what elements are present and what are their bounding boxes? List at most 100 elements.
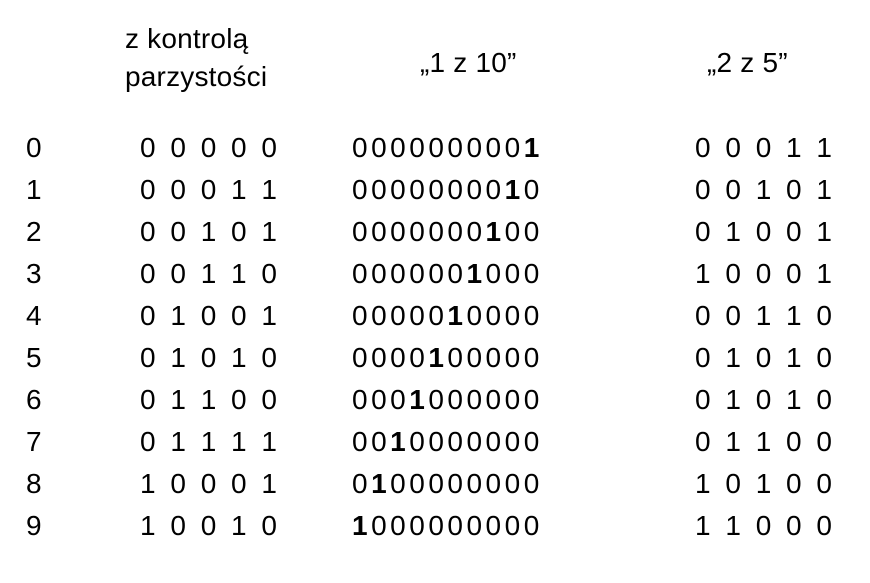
two-of-five-code: 0 0 0 1 1: [695, 132, 836, 163]
digit-label: 2: [26, 216, 42, 247]
cold-bit: 0: [504, 342, 524, 373]
cold-bit: 0: [447, 510, 467, 541]
cold-bit: 0: [466, 216, 486, 247]
cold-bit: 0: [466, 342, 486, 373]
cold-bit: 0: [352, 300, 372, 331]
digit-label: 5: [26, 342, 42, 373]
header-one-of-ten: „1 z 10”: [420, 47, 517, 78]
digit-label: 6: [26, 384, 42, 415]
cold-bit: 0: [428, 216, 448, 247]
cold-bit: 0: [390, 132, 410, 163]
cold-bit: 0: [504, 216, 524, 247]
parity-code: 0 1 0 0 1: [140, 300, 281, 331]
cold-bit: 0: [352, 426, 372, 457]
cold-bit: 0: [409, 510, 429, 541]
cold-bit: 0: [428, 258, 448, 289]
digit-label: 9: [26, 510, 42, 541]
cold-bit: 0: [371, 426, 391, 457]
cold-bit: 0: [523, 300, 543, 331]
parity-code: 0 1 1 0 0: [140, 384, 281, 415]
cold-bit: 0: [371, 300, 391, 331]
digit-label: 0: [26, 132, 42, 163]
cold-bit: 0: [485, 174, 505, 205]
cold-bit: 0: [447, 216, 467, 247]
cold-bit: 0: [523, 384, 543, 415]
table-row: 8 1 0 0 0 1 0100000000 1 0 1 0 0: [0, 463, 870, 505]
cold-bit: 0: [428, 174, 448, 205]
cold-bit: 0: [390, 384, 410, 415]
hot-bit: 1: [371, 468, 391, 499]
cold-bit: 0: [390, 300, 410, 331]
cold-bit: 0: [390, 174, 410, 205]
hot-bit: 1: [523, 132, 543, 163]
cold-bit: 0: [447, 132, 467, 163]
two-of-five-code: 0 0 1 1 0: [695, 300, 836, 331]
two-of-five-code: 0 1 0 1 0: [695, 384, 836, 415]
one-of-ten-code: 0000000100: [352, 211, 543, 253]
cold-bit: 0: [390, 342, 410, 373]
cold-bit: 0: [409, 300, 429, 331]
cold-bit: 0: [352, 132, 372, 163]
cold-bit: 0: [447, 342, 467, 373]
cold-bit: 0: [466, 174, 486, 205]
parity-code: 0 0 0 0 0: [140, 132, 281, 163]
cold-bit: 0: [371, 384, 391, 415]
cold-bit: 0: [504, 132, 524, 163]
cold-bit: 0: [409, 468, 429, 499]
two-of-five-code: 0 1 0 0 1: [695, 216, 836, 247]
cold-bit: 0: [428, 510, 448, 541]
cold-bit: 0: [466, 510, 486, 541]
cold-bit: 0: [485, 132, 505, 163]
cold-bit: 0: [523, 258, 543, 289]
hot-bit: 1: [409, 384, 429, 415]
digit-label: 4: [26, 300, 42, 331]
hot-bit: 1: [447, 300, 467, 331]
cold-bit: 0: [352, 216, 372, 247]
two-of-five-code: 1 0 1 0 0: [695, 468, 836, 499]
one-of-ten-code: 0000000001: [352, 127, 543, 169]
one-of-ten-code: 0000100000: [352, 337, 543, 379]
cold-bit: 0: [371, 258, 391, 289]
cold-bit: 0: [485, 426, 505, 457]
cold-bit: 0: [466, 132, 486, 163]
cold-bit: 0: [409, 258, 429, 289]
header-parity-line2: parzystości: [125, 61, 268, 92]
cold-bit: 0: [504, 468, 524, 499]
cold-bit: 0: [504, 300, 524, 331]
cold-bit: 0: [352, 384, 372, 415]
two-of-five-code: 0 1 0 1 0: [695, 342, 836, 373]
cold-bit: 0: [504, 510, 524, 541]
cold-bit: 0: [466, 468, 486, 499]
parity-code: 1 0 0 0 1: [140, 468, 281, 499]
hot-bit: 1: [504, 174, 524, 205]
cold-bit: 0: [428, 132, 448, 163]
one-of-ten-code: 0000001000: [352, 253, 543, 295]
hot-bit: 1: [428, 342, 448, 373]
parity-code: 0 0 1 1 0: [140, 258, 281, 289]
cold-bit: 0: [523, 468, 543, 499]
two-of-five-code: 0 1 1 0 0: [695, 426, 836, 457]
cold-bit: 0: [371, 174, 391, 205]
cold-bit: 0: [371, 342, 391, 373]
cold-bit: 0: [428, 384, 448, 415]
cold-bit: 0: [352, 342, 372, 373]
digit-label: 8: [26, 468, 42, 499]
cold-bit: 0: [447, 174, 467, 205]
one-of-ten-code: 0100000000: [352, 463, 543, 505]
cold-bit: 0: [352, 468, 372, 499]
digit-label: 7: [26, 426, 42, 457]
cold-bit: 0: [390, 510, 410, 541]
cold-bit: 0: [466, 384, 486, 415]
hot-bit: 1: [390, 426, 410, 457]
hot-bit: 1: [466, 258, 486, 289]
parity-code: 1 0 0 1 0: [140, 510, 281, 541]
parity-code: 0 1 1 1 1: [140, 426, 281, 457]
